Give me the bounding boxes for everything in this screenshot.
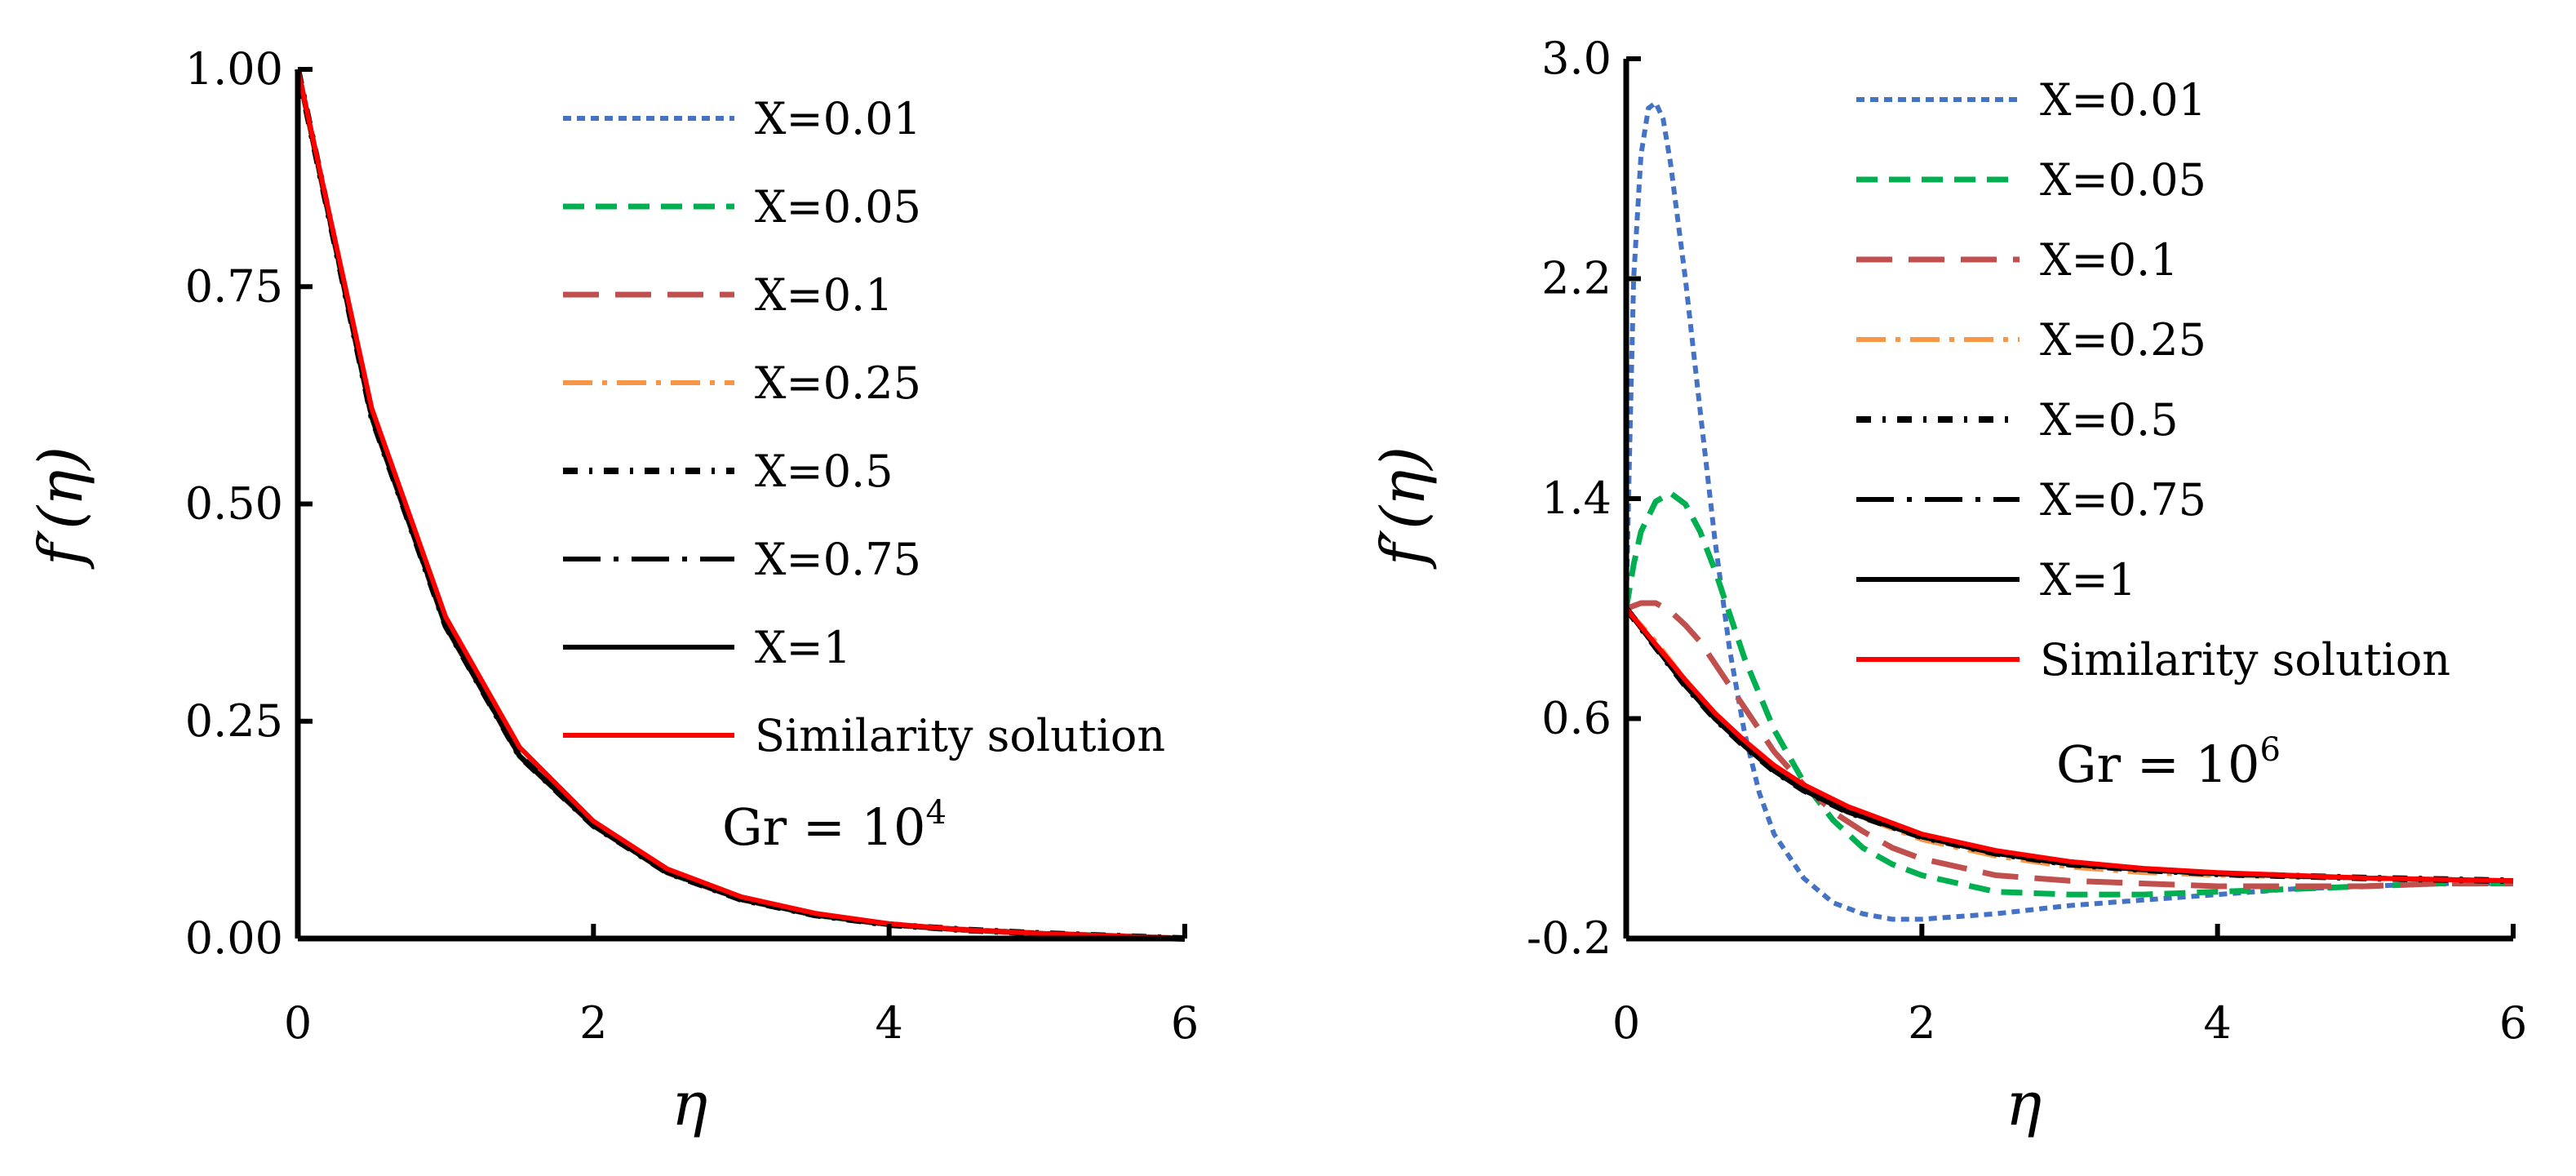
x-axis-title: η bbox=[2006, 1069, 2042, 1139]
legend-label: X=0.75 bbox=[755, 534, 921, 585]
gr-annotation-exponent: 4 bbox=[925, 794, 946, 832]
y-tick-label: 2.2 bbox=[1541, 253, 1612, 304]
x-tick-label: 2 bbox=[1908, 997, 1935, 1049]
series-layer bbox=[1623, 100, 2514, 922]
x-tick-label: 4 bbox=[875, 997, 902, 1049]
gr-annotation-base: Gr = 10 bbox=[2056, 734, 2259, 794]
y-axis-title: f′(η) bbox=[26, 446, 96, 570]
y-tick-label: 1.00 bbox=[185, 43, 283, 95]
legend-label: Similarity solution bbox=[755, 710, 1165, 761]
y-tick-label: 0.25 bbox=[185, 695, 283, 747]
legend-label: X=1 bbox=[2040, 554, 2136, 606]
y-tick-label: 3.0 bbox=[1541, 33, 1612, 84]
gr-annotation: Gr = 106 bbox=[2056, 731, 2281, 794]
y-tick-label: 0.50 bbox=[185, 478, 283, 530]
x-tick-label: 6 bbox=[2499, 997, 2527, 1049]
legend-label: X=0.05 bbox=[2040, 154, 2206, 206]
legend-label: X=0.01 bbox=[755, 93, 921, 144]
legend-label: X=0.05 bbox=[755, 181, 921, 233]
legend-label: X=0.25 bbox=[755, 357, 921, 409]
legend-label: X=0.25 bbox=[2040, 314, 2206, 366]
x-tick-label: 0 bbox=[1612, 997, 1640, 1049]
chart-panel-gr-1e4: 0.000.250.500.751.000 2 4 6 X=0.01X=0.05X=0… bbox=[26, 43, 1199, 1139]
series-layer bbox=[295, 69, 1186, 942]
legend: X=0.01 X=0.05 X=0.1 X=0.25 X=0.5 X=0.75 X=1 Sim… bbox=[563, 93, 1165, 761]
x-tick-label: 4 bbox=[2203, 997, 2231, 1049]
series-line-similarity-solution bbox=[1624, 606, 2514, 884]
x-axis-title: η bbox=[672, 1069, 707, 1139]
legend-label: X=0.5 bbox=[2040, 394, 2179, 446]
legend-label: X=1 bbox=[755, 622, 851, 673]
axes-layer: -0.2 0.6 1.4 2.2 3.0 0 2 4 6 bbox=[1527, 33, 2527, 1049]
legend-label: X=0.1 bbox=[2040, 234, 2179, 286]
y-tick-label: 0.6 bbox=[1541, 693, 1612, 744]
series-line-x-0-01 bbox=[1624, 100, 2513, 922]
gr-annotation-exponent: 6 bbox=[2259, 731, 2280, 769]
y-tick-label: 0.75 bbox=[185, 260, 283, 312]
gr-annotation: Gr = 104 bbox=[722, 794, 947, 857]
x-tick-label: 6 bbox=[1171, 997, 1199, 1049]
y-tick-label: -0.2 bbox=[1527, 912, 1612, 964]
axes-layer: 0.00 0.25 0.50 0.75 1.00 0 2 4 6 bbox=[185, 43, 1199, 1049]
y-tick-label: 1.4 bbox=[1541, 473, 1612, 524]
y-axis-title: f′(η) bbox=[1368, 446, 1439, 570]
series-line-x-0-1 bbox=[1625, 600, 2513, 890]
x-tick-label: 2 bbox=[579, 997, 607, 1049]
legend-label: Similarity solution bbox=[2040, 634, 2450, 686]
y-tick-label: 0.00 bbox=[185, 912, 283, 964]
series-line-similarity-solution bbox=[295, 69, 1186, 941]
legend: X=0.01 X=0.05 X=0.1 X=0.25 X=0.5 X=0.75 X=1 Sim… bbox=[1856, 74, 2450, 686]
x-tick-label: 0 bbox=[284, 997, 312, 1049]
legend-label: X=0.75 bbox=[2040, 474, 2206, 526]
legend-label: X=0.5 bbox=[755, 446, 893, 497]
chart-panel-gr-1e6: -0.20.61.42.23.00 2 4 6 X=0.01X=0.05X=0.1X=… bbox=[1368, 33, 2527, 1139]
legend-label: X=0.1 bbox=[755, 269, 893, 321]
gr-annotation-base: Gr = 10 bbox=[722, 797, 925, 857]
legend-label: X=0.01 bbox=[2040, 74, 2206, 126]
